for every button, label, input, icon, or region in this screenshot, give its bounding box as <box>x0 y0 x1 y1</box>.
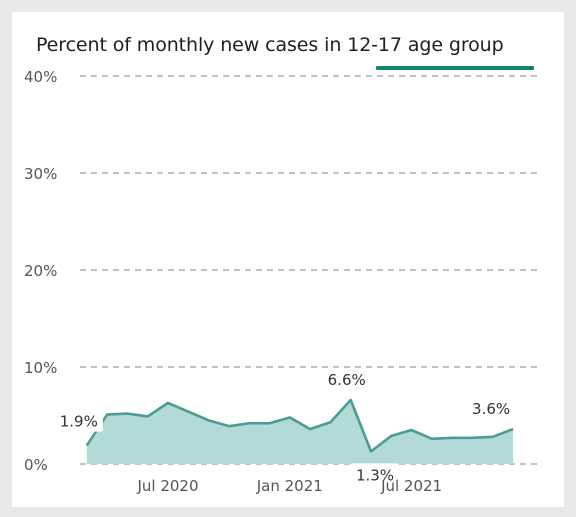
y-tick-label: 40% <box>24 68 57 86</box>
data-label: 1.9% <box>60 413 98 431</box>
y-tick-label: 10% <box>24 359 57 377</box>
y-tick-label: 30% <box>24 165 57 183</box>
data-point <box>389 434 393 438</box>
data-label: 3.6% <box>472 400 510 418</box>
data-point <box>308 427 312 431</box>
data-point <box>288 415 292 419</box>
data-point <box>166 401 170 405</box>
area-chart: 0%10%20%30%40%1.9%6.6%1.3%3.6%Jul 2020 Ja… <box>12 12 564 507</box>
data-point <box>349 398 353 402</box>
data-point <box>186 410 190 414</box>
series-area <box>87 400 513 464</box>
data-point <box>125 412 129 416</box>
data-point <box>471 436 475 440</box>
data-point <box>247 421 251 425</box>
y-tick-label: 20% <box>24 262 57 280</box>
x-tick-label: Jul 2021 <box>380 477 442 495</box>
data-point <box>511 427 515 431</box>
x-tick-label: Jan 2021 <box>256 477 323 495</box>
data-point <box>268 421 272 425</box>
data-point <box>207 418 211 422</box>
data-point <box>430 437 434 441</box>
data-label: 6.6% <box>328 371 366 389</box>
data-point <box>328 420 332 424</box>
y-tick-label: 0% <box>24 456 48 474</box>
chart-card: Percent of monthly new cases in 12-17 ag… <box>12 12 564 507</box>
data-point <box>105 413 109 417</box>
data-point <box>85 444 89 448</box>
data-point <box>146 414 150 418</box>
data-point <box>450 436 454 440</box>
data-point <box>369 449 373 453</box>
x-tick-label: Jul 2020 <box>136 477 198 495</box>
data-point <box>491 435 495 439</box>
data-point <box>227 424 231 428</box>
data-point <box>410 428 414 432</box>
